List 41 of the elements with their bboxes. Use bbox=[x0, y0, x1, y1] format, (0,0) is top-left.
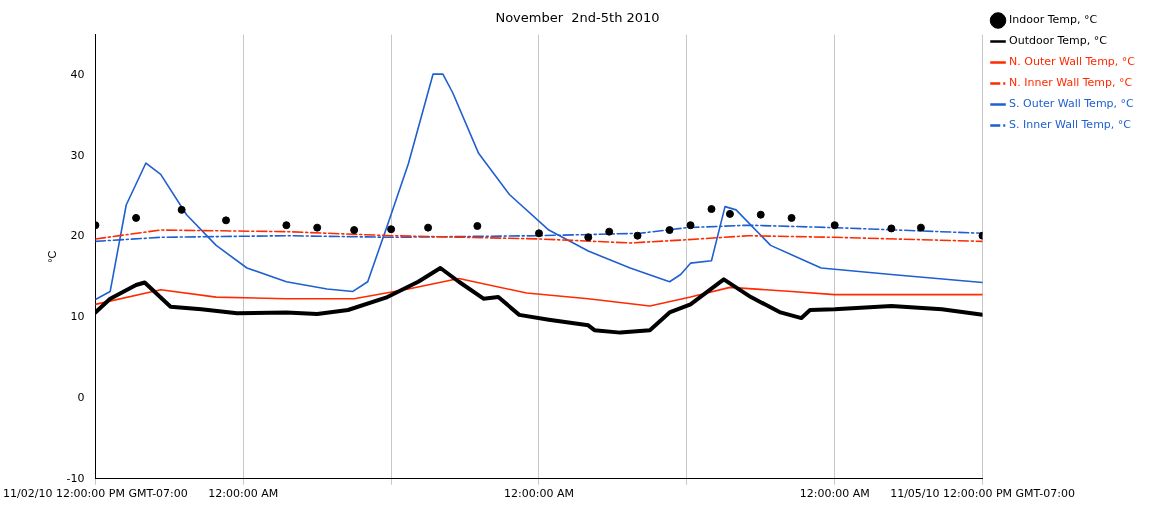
x-tick-label: 12:00:00 AM bbox=[799, 487, 870, 501]
point bbox=[707, 205, 716, 214]
point bbox=[534, 229, 543, 238]
y-tick-label: 0 bbox=[77, 390, 85, 404]
point bbox=[222, 216, 231, 225]
point bbox=[605, 227, 614, 236]
point bbox=[830, 221, 839, 230]
point bbox=[387, 225, 396, 234]
point bbox=[177, 205, 186, 214]
point bbox=[473, 222, 482, 231]
legend-label: Outdoor Temp, °C bbox=[1009, 34, 1108, 48]
legend-label: S. Outer Wall Temp, °C bbox=[1009, 97, 1135, 111]
point bbox=[756, 210, 765, 219]
y-tick-label: 20 bbox=[70, 229, 85, 243]
legend-label: S. Inner Wall Temp, °C bbox=[1009, 118, 1132, 132]
point bbox=[887, 224, 896, 233]
legend-label: N. Inner Wall Temp, °C bbox=[1009, 76, 1133, 90]
point bbox=[633, 231, 642, 240]
point bbox=[282, 221, 291, 230]
x-tick-label: 12:00:00 AM bbox=[504, 487, 574, 501]
point bbox=[584, 233, 593, 242]
x-tick-label: 11/05/10 12:00:00 PM GMT-07:00 bbox=[890, 487, 1075, 501]
point bbox=[916, 223, 925, 232]
y-tick-label: 40 bbox=[70, 67, 85, 81]
point bbox=[313, 223, 322, 232]
point bbox=[424, 223, 433, 232]
chart-title: November 2nd-5th 2010 bbox=[495, 10, 660, 26]
x-tick-label: 11/02/10 12:00:00 PM GMT-07:00 bbox=[2, 487, 188, 501]
y-tick-label: 10 bbox=[70, 310, 85, 324]
point bbox=[787, 213, 796, 222]
point bbox=[132, 213, 141, 222]
y-axis-title: °C bbox=[45, 250, 58, 263]
point bbox=[725, 209, 734, 218]
point bbox=[686, 221, 695, 230]
point bbox=[665, 226, 674, 235]
x-tick-label: 12:00:00 AM bbox=[208, 487, 279, 501]
point bbox=[350, 226, 359, 235]
y-tick-label: 30 bbox=[70, 148, 85, 162]
y-tick-label: -10 bbox=[66, 471, 85, 485]
legend-label: N. Outer Wall Temp, °C bbox=[1009, 55, 1136, 69]
legend-label: Indoor Temp, °C bbox=[1009, 13, 1098, 27]
